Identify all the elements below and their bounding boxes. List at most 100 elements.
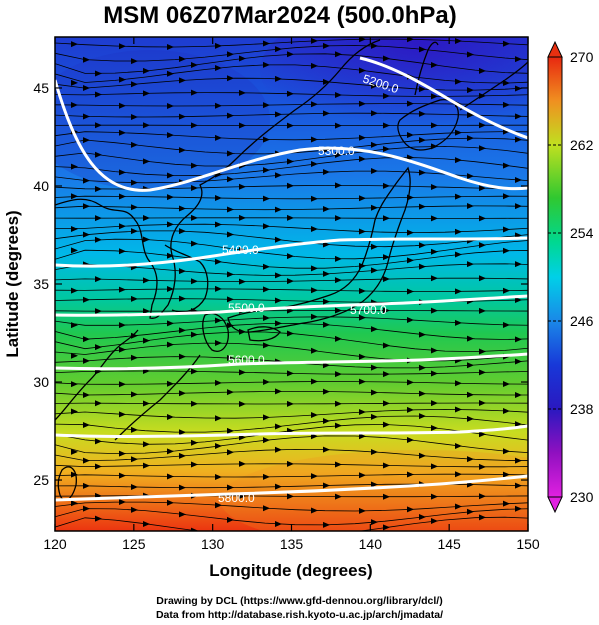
streamline-arrow bbox=[239, 369, 246, 376]
streamline bbox=[55, 145, 528, 167]
streamline-arrow bbox=[371, 141, 378, 148]
streamline-arrow bbox=[167, 252, 174, 259]
streamline-arrow bbox=[263, 102, 270, 109]
streamline-arrow bbox=[143, 67, 150, 74]
streamline-arrow bbox=[239, 533, 246, 539]
streamline-arrow bbox=[227, 231, 234, 238]
streamline-arrow bbox=[131, 113, 138, 120]
streamline-arrow bbox=[311, 287, 318, 294]
streamline-arrow bbox=[407, 257, 414, 264]
streamline-arrow bbox=[383, 55, 390, 62]
streamline-arrow bbox=[503, 193, 510, 200]
streamline-arrow bbox=[191, 527, 198, 531]
streamline-arrow bbox=[323, 169, 330, 176]
streamline-arrow bbox=[479, 275, 486, 282]
streamline-arrow bbox=[419, 242, 426, 249]
colorbar-body bbox=[547, 56, 563, 498]
streamline-arrow bbox=[311, 265, 318, 272]
coastline-honshu bbox=[227, 166, 411, 333]
streamline-arrow bbox=[227, 51, 234, 58]
streamline-arrow bbox=[71, 79, 78, 86]
streamline-arrow bbox=[167, 70, 174, 77]
streamline-arrow bbox=[227, 75, 234, 82]
streamline-arrow bbox=[467, 261, 474, 268]
streamline-arrow bbox=[239, 89, 246, 96]
streamline-arrow bbox=[131, 228, 138, 235]
streamline-arrow bbox=[239, 278, 246, 285]
streamline-arrow bbox=[263, 167, 270, 174]
streamline bbox=[55, 277, 528, 283]
streamline-arrow bbox=[131, 391, 138, 398]
streamline-arrow bbox=[455, 78, 462, 85]
streamline-arrow bbox=[179, 390, 186, 397]
streamline-arrow bbox=[467, 202, 474, 209]
streamline-arrow bbox=[191, 331, 198, 338]
streamline bbox=[55, 463, 528, 468]
streamline-arrow bbox=[515, 336, 522, 343]
streamline-arrow bbox=[131, 295, 138, 302]
streamline-arrow bbox=[131, 179, 138, 186]
streamline-arrow bbox=[95, 122, 102, 129]
streamline-arrow bbox=[263, 40, 270, 47]
contour-label-5300: 5300.0 bbox=[318, 144, 355, 158]
streamline-arrow bbox=[287, 158, 294, 165]
streamline-arrow bbox=[191, 461, 198, 468]
streamline-arrow bbox=[359, 472, 366, 479]
streamline-arrow bbox=[263, 136, 270, 143]
streamline-arrow bbox=[455, 228, 462, 235]
streamline-arrow bbox=[287, 370, 294, 377]
streamline-arrow bbox=[287, 460, 294, 467]
streamline-arrow bbox=[323, 205, 330, 212]
streamline-arrow bbox=[467, 335, 474, 342]
streamline-arrow bbox=[215, 415, 222, 422]
streamline-arrow bbox=[179, 327, 186, 334]
streamline-arrow bbox=[191, 122, 198, 129]
streamline-arrow bbox=[83, 84, 90, 91]
y-tick-label: 25 bbox=[33, 472, 49, 488]
streamline-arrow bbox=[227, 271, 234, 278]
streamline-arrow bbox=[407, 471, 414, 478]
streamline-arrow bbox=[407, 154, 414, 161]
streamline-arrow bbox=[71, 225, 78, 232]
streamline-arrow bbox=[287, 278, 294, 285]
y-axis-label: Latitude (degrees) bbox=[3, 210, 22, 357]
streamline-arrow bbox=[335, 461, 342, 468]
streamline-arrow bbox=[143, 214, 150, 221]
streamline-arrow bbox=[167, 448, 174, 455]
streamline-arrow bbox=[419, 110, 426, 117]
streamline-arrow bbox=[215, 195, 222, 202]
streamline-arrow bbox=[275, 320, 282, 327]
streamline-arrow bbox=[359, 314, 366, 321]
streamline-arrow bbox=[95, 215, 102, 222]
streamline-arrow bbox=[263, 473, 270, 480]
contour-label-5600: 5600.0 bbox=[228, 353, 265, 367]
streamline-arrow bbox=[515, 421, 522, 428]
streamline-arrow bbox=[467, 456, 474, 463]
streamline-arrow bbox=[287, 400, 294, 407]
streamline-arrow bbox=[131, 506, 138, 513]
streamline-arrow bbox=[131, 456, 138, 463]
x-axis-label: Longitude (degrees) bbox=[209, 561, 372, 580]
streamlines bbox=[55, 37, 528, 539]
streamline-arrow bbox=[227, 484, 234, 491]
contour-line-5600 bbox=[55, 352, 528, 371]
streamline-arrow bbox=[383, 342, 390, 349]
streamline-arrow bbox=[71, 500, 78, 507]
streamline bbox=[55, 370, 528, 375]
streamline-arrow bbox=[467, 87, 474, 94]
streamline-arrow bbox=[479, 185, 486, 192]
streamline-arrow bbox=[287, 51, 294, 58]
streamline-arrow bbox=[215, 443, 222, 450]
streamline-arrow bbox=[431, 424, 438, 431]
streamline-arrow bbox=[131, 354, 138, 361]
streamline-arrow bbox=[179, 228, 186, 235]
streamline-arrow bbox=[419, 203, 426, 210]
streamline-arrow bbox=[359, 433, 366, 440]
streamline-arrow bbox=[83, 392, 90, 399]
streamline bbox=[55, 402, 528, 405]
streamline-arrow bbox=[191, 400, 198, 407]
streamline-arrow bbox=[71, 163, 78, 170]
streamline-arrow bbox=[419, 86, 426, 93]
streamline-arrow bbox=[467, 112, 474, 119]
